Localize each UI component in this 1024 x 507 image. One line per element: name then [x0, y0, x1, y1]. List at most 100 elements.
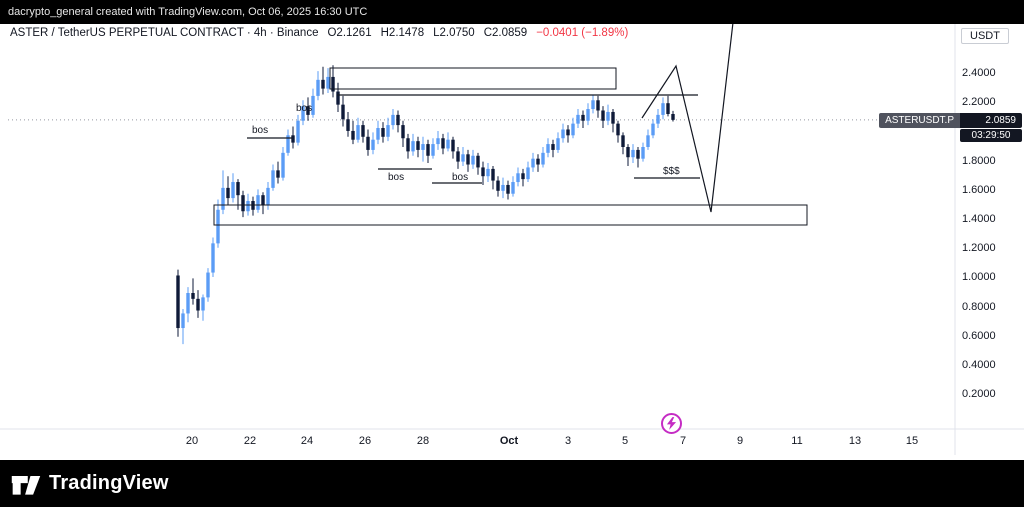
price-tick: 1.0000	[962, 271, 996, 284]
candle-body	[246, 201, 250, 212]
attribution-bar: dacrypto_general created with TradingVie…	[0, 0, 1024, 24]
candle-body	[361, 125, 365, 137]
candle-body	[556, 138, 560, 150]
candle-body	[506, 184, 510, 194]
candle-body	[471, 155, 475, 165]
candle-body	[321, 79, 325, 89]
candle-body	[346, 119, 350, 131]
candle-body	[646, 135, 650, 147]
candle-body	[311, 95, 315, 115]
projection-line	[641, 0, 737, 213]
candle-body	[616, 123, 620, 136]
candle-body	[206, 272, 210, 298]
candle-body	[461, 154, 465, 162]
candle-body	[351, 130, 355, 140]
time-tick: 5	[622, 435, 628, 447]
candle-body	[571, 123, 575, 136]
candle-body	[661, 103, 665, 115]
candle-body	[536, 158, 540, 165]
badge-symbol: ASTERUSDT.P	[879, 113, 960, 128]
candle-body	[211, 243, 215, 273]
price-tick: 0.6000	[962, 329, 996, 342]
candle-body	[541, 152, 545, 165]
tradingview-logo-icon	[11, 475, 41, 495]
price-tick: 1.4000	[962, 213, 996, 225]
candle-body	[586, 109, 590, 121]
candle-body	[401, 125, 405, 139]
badge-price: 2.0859	[960, 113, 1022, 128]
attribution-text: dacrypto_general created with TradingVie…	[8, 6, 368, 18]
candle-body	[636, 149, 640, 159]
candle-body	[386, 125, 390, 137]
candle-body	[426, 144, 430, 156]
bar-countdown: 03:29:50	[960, 129, 1022, 142]
candle-body	[201, 297, 205, 311]
annotation-label: bos	[252, 125, 268, 136]
price-tick: 2.4000	[962, 67, 996, 79]
candle-body	[451, 139, 455, 152]
candle-body	[341, 104, 345, 120]
candle-body	[476, 155, 480, 168]
candle-body	[606, 111, 610, 121]
candle-body	[576, 114, 580, 124]
ohlc-close: C 2.0859	[483, 27, 528, 39]
candle-body	[336, 91, 340, 105]
candle-body	[521, 173, 525, 180]
price-axis[interactable]: 2.4000 2.2000 1.8000 1.6000 1.4000 1.2000 1.00…	[956, 24, 1024, 444]
candle-body	[496, 180, 500, 191]
candle-body	[566, 129, 570, 136]
candle-body	[176, 275, 180, 329]
supply-box-top	[329, 67, 617, 90]
candle-body	[191, 293, 195, 299]
candle-body	[481, 167, 485, 177]
price-tick: 2.2000	[962, 96, 996, 109]
candle-body	[231, 182, 235, 199]
time-tick: 9	[737, 435, 743, 447]
time-tick: 28	[417, 435, 429, 447]
price-tick: 0.2000	[962, 388, 996, 401]
currency-toggle-button[interactable]: USDT	[961, 28, 1009, 44]
price-tick: 1.6000	[962, 183, 996, 196]
time-tick: Oct	[500, 435, 519, 447]
time-tick: 22	[244, 435, 256, 447]
candle-body	[641, 147, 645, 159]
symbol-title[interactable]: ASTER / TetherUS PERPETUAL CONTRACT · 4h…	[10, 27, 319, 39]
candle-body	[221, 187, 225, 210]
candle-body	[526, 167, 530, 180]
candle-body	[466, 154, 470, 165]
tradingview-wordmark: TradingView	[49, 472, 169, 494]
candle-body	[186, 293, 190, 314]
candle-body	[596, 100, 600, 111]
ohlc-low: L 2.0750	[433, 27, 475, 39]
candle-body	[551, 144, 555, 150]
candle-body	[501, 184, 505, 191]
time-tick: 13	[849, 435, 861, 447]
event-marker[interactable]	[661, 413, 682, 434]
candle-body	[261, 195, 265, 206]
time-tick: 3	[565, 435, 571, 447]
candle-body	[531, 158, 535, 168]
candle-body	[276, 170, 280, 178]
candlestick-chart[interactable]: bos bos bos bos $$$ 20 22 24 26 28 Oct 3 5 7 9 11 13 15	[0, 0, 1024, 460]
ohlc-open: O 2.1261	[327, 27, 372, 39]
candle-body	[286, 135, 290, 153]
annotation-label: bos	[388, 172, 404, 183]
candle-body	[656, 114, 660, 124]
candle-body	[581, 114, 585, 121]
candle-body	[381, 128, 385, 137]
price-tick: 1.2000	[962, 242, 996, 255]
brand-bar: TradingView	[0, 460, 1024, 507]
candle-body	[241, 195, 245, 212]
candle-body	[411, 141, 415, 152]
annotation-label: $$$	[663, 166, 680, 177]
price-tick: 0.8000	[962, 300, 996, 313]
candle-body	[291, 135, 295, 143]
candle-body	[436, 138, 440, 145]
candle-body	[196, 298, 200, 311]
candle-body	[356, 125, 360, 140]
candle-body	[236, 182, 240, 196]
candle-body	[271, 170, 275, 188]
candle-body	[391, 114, 395, 126]
candle-body	[296, 120, 300, 143]
time-tick: 11	[791, 435, 802, 447]
